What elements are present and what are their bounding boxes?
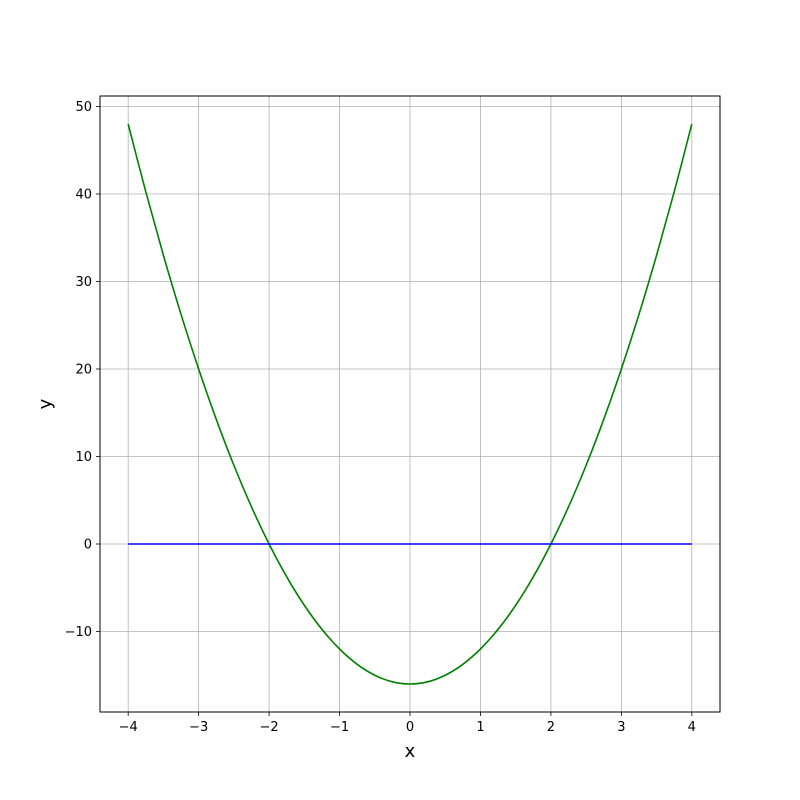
series-group [127, 123, 693, 685]
y-tick-label: −10 [65, 625, 92, 640]
x-axis-label: x [405, 741, 416, 762]
y-tick-label: 10 [75, 450, 92, 465]
y-tick-label: 40 [75, 188, 92, 203]
y-tick-label: 0 [84, 538, 92, 553]
grid [100, 96, 720, 712]
x-tick-label: −4 [119, 720, 138, 735]
x-tick-label: 0 [406, 720, 414, 735]
x-tick-label: 1 [476, 720, 484, 735]
y-tick-label: 50 [75, 100, 92, 115]
x-tick-label: 4 [688, 720, 696, 735]
x-tick-label: −1 [330, 720, 349, 735]
x-tick-label: −3 [189, 720, 208, 735]
parabola-series-line [127, 123, 693, 685]
y-tick-label: 30 [75, 275, 92, 290]
y-tick-label: 20 [75, 363, 92, 378]
x-tick-label: −2 [260, 720, 279, 735]
x-tick-label: 3 [617, 720, 625, 735]
y-axis-label: y [35, 398, 56, 409]
x-tick-label: 2 [547, 720, 555, 735]
